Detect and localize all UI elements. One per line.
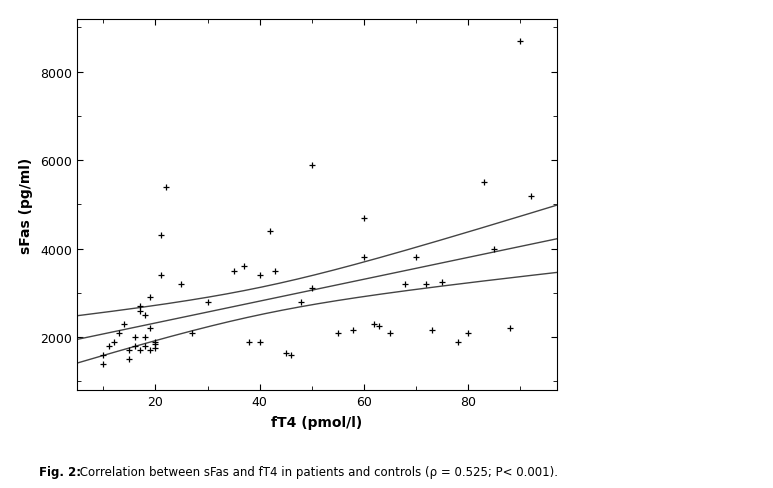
X-axis label: fT4 (pmol/l): fT4 (pmol/l)	[271, 415, 363, 429]
Text: Correlation between sFas and fT4 in patients and controls (ρ = 0.525; P< 0.001).: Correlation between sFas and fT4 in pati…	[76, 465, 558, 478]
Y-axis label: sFas (pg/ml): sFas (pg/ml)	[19, 157, 33, 253]
Text: Fig. 2:: Fig. 2:	[39, 465, 80, 478]
